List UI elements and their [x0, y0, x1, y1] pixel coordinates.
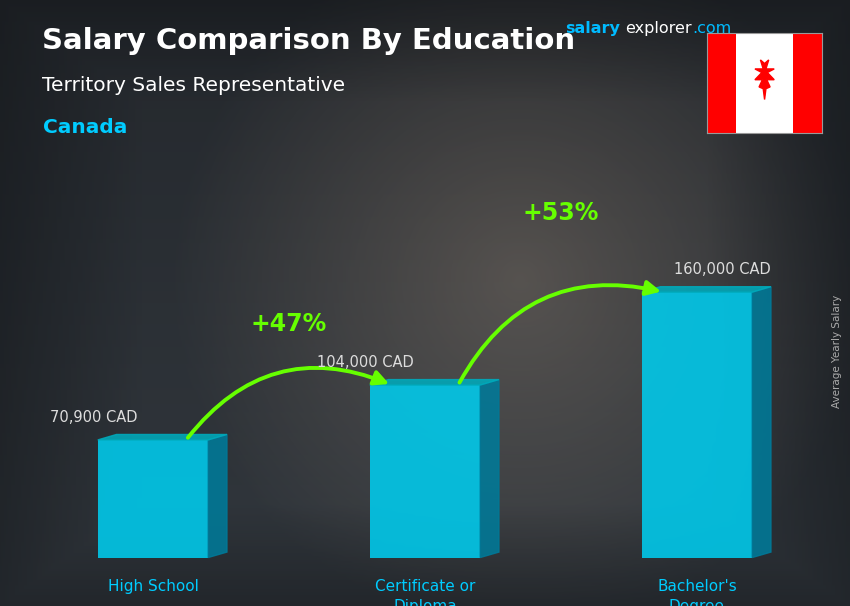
Text: Salary Comparison By Education: Salary Comparison By Education	[42, 27, 575, 55]
Text: 160,000 CAD: 160,000 CAD	[674, 262, 771, 277]
Text: explorer: explorer	[625, 21, 691, 36]
Text: Bachelor's
Degree: Bachelor's Degree	[657, 579, 737, 606]
Bar	[370, 385, 480, 558]
Text: Canada: Canada	[42, 118, 127, 137]
Bar	[642, 292, 752, 558]
Polygon shape	[752, 287, 771, 558]
Text: +53%: +53%	[523, 201, 599, 225]
Polygon shape	[755, 60, 774, 99]
Text: salary: salary	[565, 21, 620, 36]
Text: High School: High School	[108, 579, 198, 594]
Polygon shape	[98, 435, 227, 440]
Bar	[98, 440, 208, 558]
Text: +47%: +47%	[251, 313, 327, 336]
Text: .com: .com	[693, 21, 732, 36]
Bar	[707, 33, 736, 133]
Text: Territory Sales Representative: Territory Sales Representative	[42, 76, 346, 95]
Polygon shape	[642, 287, 771, 292]
Polygon shape	[370, 379, 499, 385]
Text: Average Yearly Salary: Average Yearly Salary	[832, 295, 842, 408]
Bar	[793, 33, 822, 133]
Text: 104,000 CAD: 104,000 CAD	[317, 355, 414, 370]
Text: 70,900 CAD: 70,900 CAD	[50, 410, 137, 425]
Polygon shape	[480, 379, 499, 558]
Polygon shape	[208, 435, 227, 558]
Text: Certificate or
Diploma: Certificate or Diploma	[375, 579, 475, 606]
